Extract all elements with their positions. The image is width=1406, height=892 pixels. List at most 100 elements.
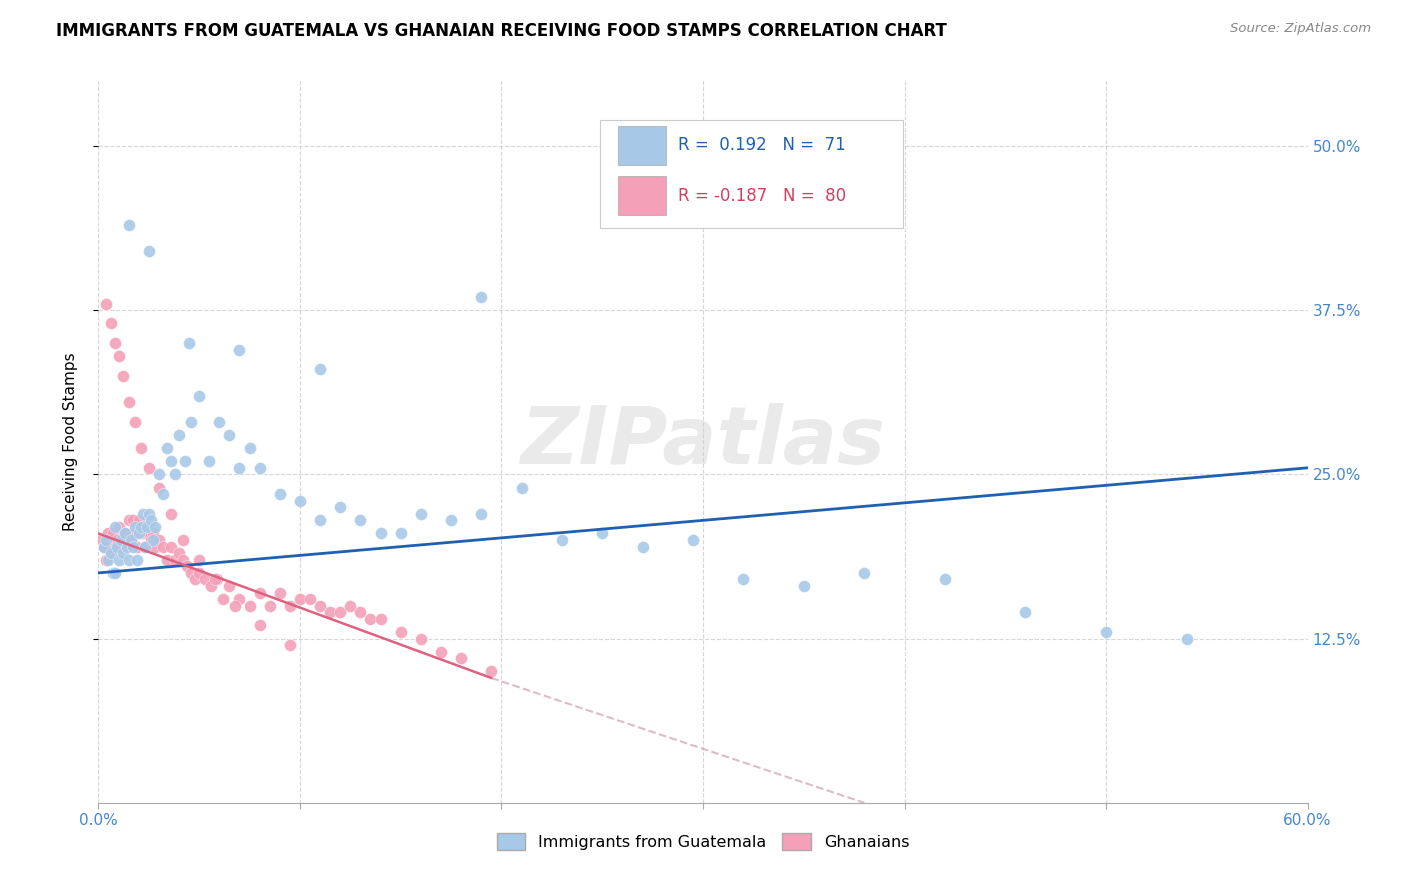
Point [120, 533, 142, 547]
Text: Source: ZipAtlas.com: Source: ZipAtlas.com [1230, 22, 1371, 36]
Point [194, 573, 217, 587]
Point [269, 585, 291, 599]
Point [138, 244, 160, 258]
Point [118, 553, 141, 567]
Point [96, 533, 118, 547]
Point [156, 441, 179, 455]
Point [163, 553, 186, 567]
Point [470, 290, 492, 304]
Point [142, 526, 165, 541]
Point [134, 540, 156, 554]
Point [278, 599, 301, 613]
Point [142, 533, 165, 547]
Point [853, 566, 876, 580]
Point [259, 599, 281, 613]
Point [124, 520, 146, 534]
Point [114, 526, 136, 541]
Point [228, 592, 250, 607]
Point [174, 454, 197, 468]
Point [105, 533, 128, 547]
Point [152, 487, 174, 501]
Point [121, 540, 143, 554]
FancyBboxPatch shape [619, 126, 665, 165]
Point [138, 460, 160, 475]
Point [143, 540, 166, 554]
Point [208, 415, 231, 429]
Point [101, 566, 124, 580]
Point [114, 526, 136, 541]
Point [179, 336, 201, 351]
Point [135, 526, 157, 541]
Point [207, 573, 229, 587]
FancyBboxPatch shape [619, 177, 665, 215]
Point [309, 599, 332, 613]
Point [138, 526, 160, 541]
Point [188, 566, 211, 580]
Point [188, 553, 211, 567]
Point [591, 526, 613, 541]
Point [239, 441, 262, 455]
Point [103, 540, 125, 554]
Point [100, 546, 122, 560]
Point [288, 592, 311, 607]
Point [91, 533, 114, 547]
Point [349, 513, 371, 527]
Point [96, 296, 118, 310]
Point [184, 573, 207, 587]
Point [167, 546, 190, 560]
Point [138, 507, 160, 521]
Point [97, 526, 120, 541]
Point [118, 218, 141, 232]
Point [1014, 605, 1036, 619]
Point [134, 540, 156, 554]
Point [212, 592, 235, 607]
Point [409, 632, 432, 646]
Point [510, 481, 533, 495]
Point [278, 638, 301, 652]
Point [160, 540, 183, 554]
Point [129, 520, 152, 534]
Text: IMMIGRANTS FROM GUATEMALA VS GHANAIAN RECEIVING FOOD STAMPS CORRELATION CHART: IMMIGRANTS FROM GUATEMALA VS GHANAIAN RE… [56, 22, 948, 40]
Point [111, 368, 134, 383]
Text: ZIPatlas: ZIPatlas [520, 402, 886, 481]
Point [97, 553, 120, 567]
Point [101, 526, 124, 541]
Point [128, 513, 150, 527]
Point [124, 415, 146, 429]
Point [370, 612, 392, 626]
Point [249, 585, 271, 599]
FancyBboxPatch shape [600, 120, 903, 228]
Point [470, 507, 492, 521]
Point [172, 553, 194, 567]
Point [733, 573, 755, 587]
Point [440, 513, 463, 527]
Point [111, 546, 134, 560]
Point [163, 467, 186, 482]
Point [934, 573, 956, 587]
Point [125, 540, 148, 554]
Point [132, 507, 155, 521]
Point [450, 651, 472, 665]
Point [167, 428, 190, 442]
Point [139, 513, 162, 527]
Point [148, 533, 170, 547]
Point [249, 460, 271, 475]
Point [339, 599, 361, 613]
Point [107, 553, 129, 567]
Point [152, 540, 174, 554]
Point [118, 395, 141, 409]
Point [121, 513, 143, 527]
Point [100, 546, 122, 560]
Point [249, 618, 271, 632]
Point [682, 533, 704, 547]
Point [96, 553, 118, 567]
Text: R = -0.187   N =  80: R = -0.187 N = 80 [678, 187, 846, 205]
Point [118, 513, 141, 527]
Point [430, 645, 453, 659]
Point [1175, 632, 1198, 646]
Point [172, 533, 194, 547]
Point [129, 520, 152, 534]
Y-axis label: Receiving Food Stamps: Receiving Food Stamps [63, 352, 77, 531]
Point [120, 533, 142, 547]
Point [115, 540, 138, 554]
